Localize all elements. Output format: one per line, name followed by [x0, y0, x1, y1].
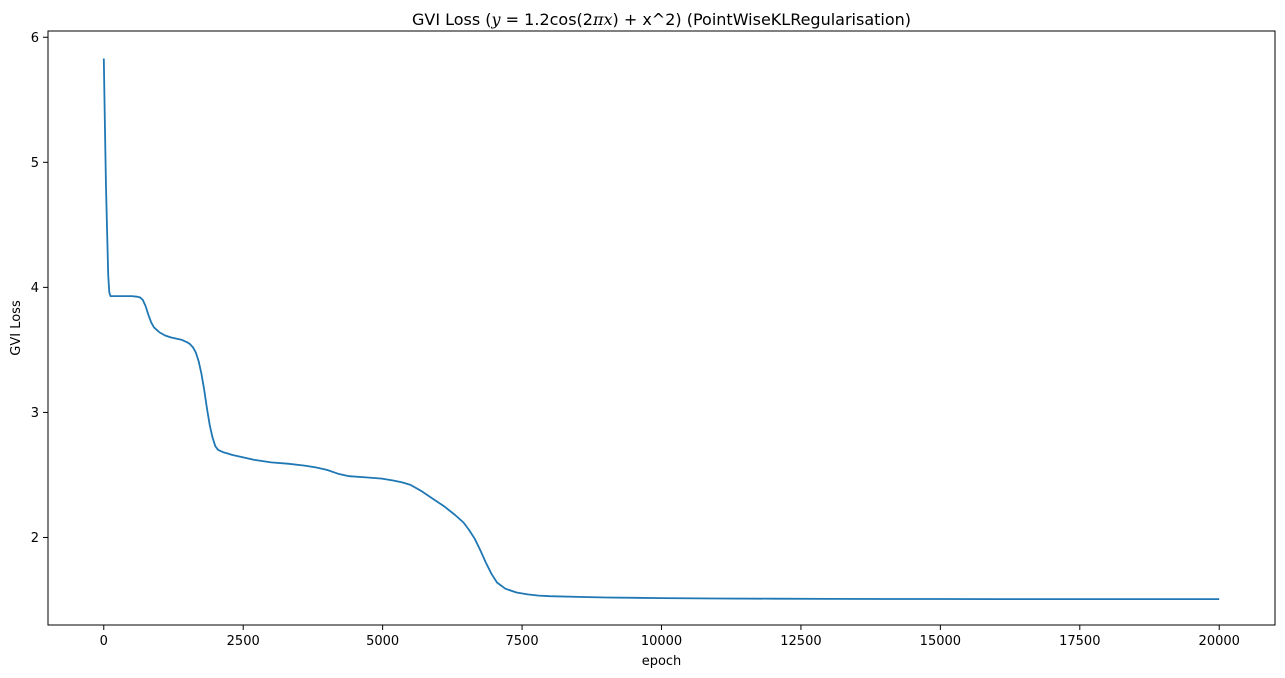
- chart-title-math-pi: π: [592, 10, 604, 29]
- chart-title-math-x: x: [603, 10, 612, 29]
- y-tick-label: 5: [31, 156, 39, 171]
- chart-title-suffix: ) + x^2) (PointWiseKLRegularisation): [613, 10, 912, 29]
- y-tick-label: 2: [31, 531, 39, 546]
- plot-frame: [47, 30, 1276, 626]
- y-tick-label: 6: [31, 31, 39, 46]
- y-axis-label: GVI Loss: [9, 300, 24, 356]
- x-tick-label: 15000: [920, 634, 961, 649]
- x-tick-label: 7500: [506, 634, 539, 649]
- x-axis-label: epoch: [642, 654, 682, 669]
- x-axis-ticks: 0 2500 5000 7500 10000 12500 15000 17500 20000: [100, 625, 1240, 649]
- y-axis-ticks: 2 3 4 5 6: [31, 31, 48, 546]
- x-tick-label: 12500: [780, 634, 821, 649]
- chart-title-math-y: y: [491, 10, 502, 29]
- y-tick-label: 4: [31, 281, 39, 296]
- x-tick-label: 10000: [641, 634, 682, 649]
- chart-title: GVI Loss (y = 1.2cos(2πx) + x^2) (PointW…: [412, 10, 911, 29]
- chart-title-prefix: GVI Loss (: [412, 10, 492, 29]
- x-tick-label: 0: [100, 634, 108, 649]
- x-tick-label: 20000: [1199, 634, 1240, 649]
- chart-title-math-eq: = 1.2cos(2: [501, 10, 593, 29]
- y-tick-label: 3: [31, 406, 39, 421]
- x-tick-label: 17500: [1059, 634, 1100, 649]
- series-line: [102, 58, 1220, 600]
- x-tick-label: 5000: [366, 634, 399, 649]
- x-tick-label: 2500: [227, 634, 260, 649]
